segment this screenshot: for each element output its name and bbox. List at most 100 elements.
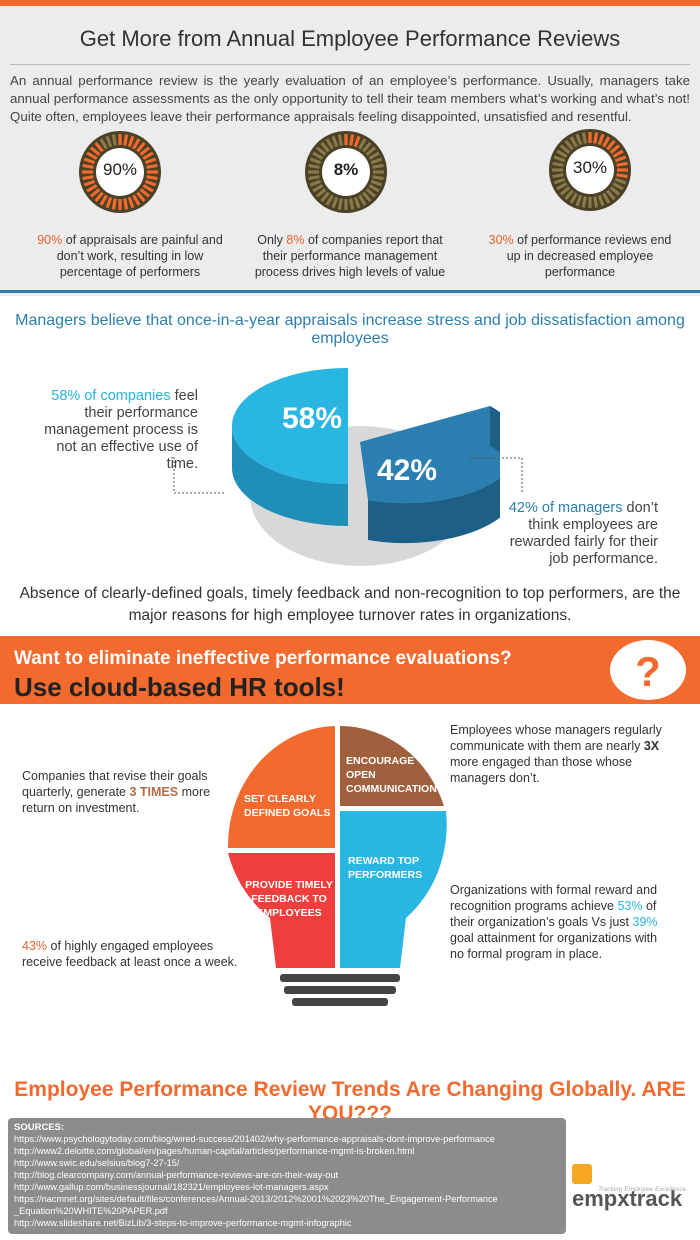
ring-segment xyxy=(358,194,367,206)
stat-ring-1 xyxy=(79,131,161,213)
ring-segment xyxy=(127,135,135,148)
stat-caption-2-lead: 8% xyxy=(286,233,305,247)
ring-segment xyxy=(612,182,624,191)
ring-segment xyxy=(111,198,117,210)
ring-segment xyxy=(331,196,339,209)
note-reward-lead-2: 39% xyxy=(632,915,658,929)
stat-caption-3-lead: 30% xyxy=(488,233,514,247)
stat-ring-2 xyxy=(305,131,387,213)
ring-segment xyxy=(564,139,574,151)
ring-center xyxy=(96,148,144,196)
pie-label-42: 42% xyxy=(377,454,437,487)
ring-segment xyxy=(83,179,96,187)
ring-segment xyxy=(353,135,361,148)
question-mark-icon: ? xyxy=(610,640,686,700)
ring-segment xyxy=(362,191,372,203)
source-link[interactable]: http://www.slideshare.net/BizLib/3-steps… xyxy=(14,1218,352,1228)
source-link[interactable]: http://blog.clearcompany.com/annual-perf… xyxy=(14,1170,339,1180)
ring-segment xyxy=(602,192,611,204)
ring-segment xyxy=(575,194,583,207)
ring-segment xyxy=(89,188,101,198)
stat-ring-3 xyxy=(549,129,631,211)
ring-segment xyxy=(320,191,330,203)
ring-segment xyxy=(86,184,98,193)
ring-segment xyxy=(581,196,587,208)
empxtrack-logo[interactable]: empxtrack xyxy=(572,1160,700,1212)
bulb-segment-goals xyxy=(227,726,335,848)
bulb-label-communication: ENCOURAGE OPEN COMMUNICATION xyxy=(346,755,437,795)
bulb-base-ring-3 xyxy=(292,998,388,1006)
bulb-label-goals: SET CLEARLY DEFINED GOALS xyxy=(244,793,331,819)
ring-segment xyxy=(569,136,578,148)
stat-ring-3-value: 30% xyxy=(572,158,608,177)
ring-segment xyxy=(139,146,151,156)
ring-segment xyxy=(146,175,158,181)
source-link[interactable]: _Equation%20WHITE%20PAPER.pdf xyxy=(14,1206,168,1216)
note-reward: Organizations with formal reward and rec… xyxy=(450,883,658,961)
top-accent-bar xyxy=(0,0,700,6)
bulb-segment-feedback xyxy=(228,853,335,968)
logo-tagline: Tracking Employee Excellence xyxy=(598,1186,687,1193)
ring-segment xyxy=(99,138,108,150)
ring-segment xyxy=(325,194,334,206)
ring-segment xyxy=(315,146,327,156)
source-link[interactable]: https://www.psychologytoday.com/blog/wir… xyxy=(14,1134,495,1144)
sources-box xyxy=(8,1118,566,1234)
ring-segment xyxy=(337,198,343,210)
right-callout-lead: 42% of managers xyxy=(508,500,623,516)
bulb-segment-communication xyxy=(340,725,444,806)
note-goals-lead: 3 TIMES xyxy=(129,785,179,799)
ring-segment xyxy=(609,186,621,196)
ring-segment xyxy=(89,146,101,156)
ring-segment xyxy=(144,157,157,165)
pie-slice-1-side xyxy=(232,426,348,527)
ring-segment xyxy=(564,189,574,201)
source-link[interactable]: http://www.gallup.com/businessjournal/18… xyxy=(14,1182,329,1192)
ring-segment xyxy=(597,133,605,146)
source-link[interactable]: http://www.swic.edu/selsius/blog7-27-15/ xyxy=(14,1158,180,1168)
ring-segment xyxy=(94,141,104,153)
ring-segment xyxy=(309,157,322,165)
ring-segment xyxy=(569,192,578,204)
note-communication-lead: 3X xyxy=(643,739,660,753)
bulb-segment-reward xyxy=(340,811,447,968)
ring-segment xyxy=(308,175,320,181)
ring-segment xyxy=(612,149,624,158)
ring-segment xyxy=(144,179,157,187)
ring-segment xyxy=(559,186,571,196)
ring-segment xyxy=(146,163,158,169)
stat-ring-1-value: 90% xyxy=(102,160,138,179)
ring-segment xyxy=(372,175,384,181)
ring-segment xyxy=(593,196,599,208)
ring-segment xyxy=(353,196,361,209)
ring-segment xyxy=(82,175,94,181)
ring-segment xyxy=(86,151,98,160)
logo-mark-icon xyxy=(572,1164,592,1185)
ring-segment xyxy=(139,188,151,198)
section2-heading: Managers believe that once-in-a-year app… xyxy=(15,312,685,347)
note-feedback: 43% of highly engaged employees receive … xyxy=(22,939,238,969)
note-feedback-lead: 43% xyxy=(22,939,48,953)
ring-segment xyxy=(331,135,339,148)
pie-label-58: 58% xyxy=(282,402,342,435)
note-reward-lead-1: 53% xyxy=(617,899,643,913)
ring-segment xyxy=(593,132,599,144)
ring-segment xyxy=(609,144,621,154)
lightbulb-graphic xyxy=(227,725,447,1006)
ring-segment xyxy=(370,157,383,165)
ring-center xyxy=(566,146,614,194)
source-link[interactable]: http://www2.deloitte.com/global/en/pages… xyxy=(14,1146,415,1156)
ring-segment xyxy=(136,191,146,203)
source-link[interactable]: https://nacmnet.org/sites/default/files/… xyxy=(14,1194,498,1204)
note-goals: Companies that revise their goals quarte… xyxy=(22,769,211,815)
ring-segment xyxy=(575,133,583,146)
ring-segment xyxy=(337,134,343,146)
ring-segment xyxy=(553,155,566,163)
ring-segment xyxy=(123,134,129,146)
title-divider xyxy=(10,64,690,65)
ring-segment xyxy=(123,198,129,210)
ring-segment xyxy=(142,184,154,193)
left-callout-connector xyxy=(173,457,226,494)
ring-segment xyxy=(132,194,141,206)
cta-band xyxy=(0,636,700,704)
